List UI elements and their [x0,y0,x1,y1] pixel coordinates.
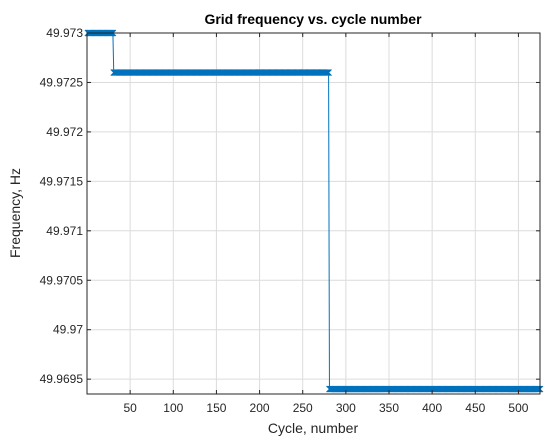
y-tick-label: 49.9705 [40,273,84,287]
y-tick-label: 49.973 [46,26,83,40]
x-tick-label: 400 [422,401,442,415]
y-tick-label: 49.97 [53,323,83,337]
x-tick-label: 150 [206,401,226,415]
x-tick-label: 50 [123,401,137,415]
y-tick-label: 49.9725 [40,75,84,89]
grid-lines [87,32,540,394]
y-tick-label: 49.9715 [40,174,84,188]
x-tick-label: 200 [250,401,270,415]
x-tick-label: 100 [163,401,183,415]
plot-area [87,33,540,394]
x-tick-label: 450 [465,401,485,415]
x-tick-label: 500 [508,401,528,415]
y-tick-label: 49.9695 [40,372,84,386]
x-axis-label: Cycle, number [268,420,359,436]
chart-title: Grid frequency vs. cycle number [204,11,422,27]
y-tick-label: 49.972 [46,125,83,139]
x-tick-label: 300 [336,401,356,415]
axis-ticks: 50 100 150 200 250 300 350 400 450 500 49.9695 49.9… [40,26,540,415]
y-tick-label: 49.971 [46,224,83,238]
y-axis-label: Frequency, Hz [7,168,23,258]
x-tick-label: 250 [293,401,313,415]
plot-frame [86,32,541,395]
x-tick-label: 350 [379,401,399,415]
